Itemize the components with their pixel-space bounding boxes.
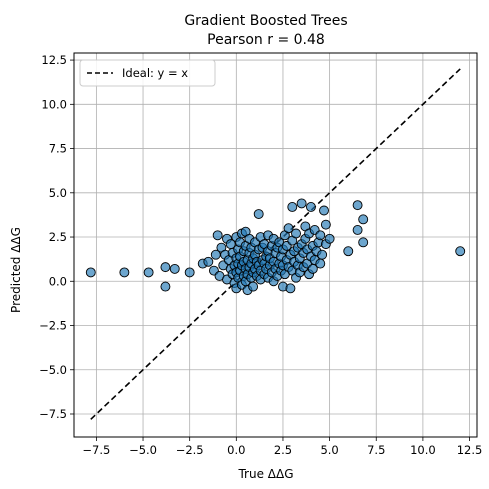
scatter-point	[143, 267, 154, 278]
scatter-point	[352, 225, 363, 235]
scatter-point	[352, 200, 363, 211]
x-axis: −7.5 −5.0 −2.5 0.0 2.5 5.0 7.5 10.0 12.5	[82, 437, 482, 457]
y-axis-label: Predicted ΔΔG	[9, 227, 23, 313]
x-tick-label: −2.5	[176, 443, 204, 457]
scatter-point	[296, 198, 307, 209]
scatter-point	[248, 281, 259, 292]
scatter-point	[287, 202, 298, 212]
legend-box	[79, 59, 216, 87]
chart-title: Gradient Boosted Trees	[184, 13, 347, 29]
scatter-point	[285, 283, 296, 294]
scatter-point	[203, 256, 214, 267]
legend-label: Ideal: y = x	[122, 66, 188, 80]
x-axis-label: True ΔΔG	[237, 467, 293, 481]
scatter-point	[283, 223, 294, 234]
scatter-point	[184, 267, 195, 278]
y-tick-label: 2.5	[49, 230, 67, 244]
scatter-point	[319, 205, 329, 216]
scatter-point	[358, 237, 369, 248]
x-tick-label: 10.0	[410, 443, 436, 457]
y-tick-label: −5.0	[39, 363, 67, 377]
y-tick-label: −7.5	[39, 407, 67, 421]
x-tick-label: 5.0	[320, 443, 338, 457]
plot-frame	[73, 52, 478, 438]
scatter-point	[315, 230, 326, 241]
y-tick-label: 0.0	[49, 274, 67, 288]
x-tick-label: 0.0	[227, 443, 245, 457]
scatter-point	[317, 249, 328, 260]
scatter-point	[212, 230, 223, 241]
y-tick-label: 5.0	[49, 186, 67, 200]
chart-subtitle: Pearson r = 0.48	[207, 32, 325, 48]
x-tick-label: −7.5	[82, 443, 110, 457]
scatter-point	[85, 267, 96, 278]
scatter-point	[305, 202, 316, 212]
y-tick-label: 12.5	[41, 53, 67, 67]
legend: Ideal: y = x	[79, 59, 216, 87]
points-layer	[85, 198, 466, 296]
y-tick-label: −2.5	[39, 319, 67, 333]
scatter-point	[455, 246, 466, 257]
scatter-point	[160, 281, 171, 292]
x-tick-label: 12.5	[457, 443, 483, 457]
scatter-point	[291, 228, 301, 239]
y-tick-label: 7.5	[49, 142, 67, 156]
y-axis: −7.5 −5.0 −2.5 0.0 2.5 5.0 7.5 10.0 12.5	[39, 53, 74, 421]
y-tick-label: 10.0	[41, 97, 67, 111]
scatter-point	[160, 262, 171, 273]
x-tick-label: 7.5	[367, 443, 385, 457]
scatter-point	[343, 246, 354, 257]
scatter-point	[253, 209, 264, 219]
x-tick-label: 2.5	[274, 443, 292, 457]
x-tick-label: −5.0	[129, 443, 157, 457]
scatter-point	[324, 233, 335, 244]
scatter-point	[119, 267, 130, 278]
scatter-point	[358, 214, 369, 225]
scatter-point	[315, 258, 326, 269]
scatter-point	[320, 219, 331, 230]
scatter-point	[169, 263, 180, 274]
